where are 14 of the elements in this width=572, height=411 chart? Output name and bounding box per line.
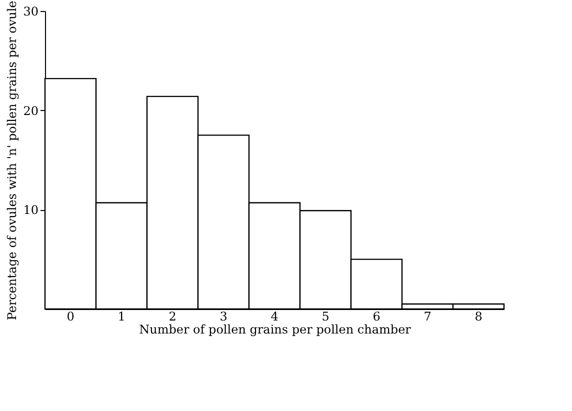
x-tick-label: 4 [270,310,279,324]
y-tick-label: 30 [23,4,38,18]
x-tick-label: 7 [424,310,432,324]
x-tick-label: 1 [118,310,126,324]
x-tick-label: 5 [322,310,330,324]
y-axis-title: Percentage of ovules with 'n' pollen grains per ovule [5,0,20,320]
x-tick-label: 0 [66,310,74,324]
x-tick-label: 2 [168,310,176,324]
x-tick-label: 3 [220,310,228,324]
y-tick-label: 20 [23,104,38,118]
x-tick-label: 8 [474,310,482,324]
x-tick-label: 6 [372,310,380,324]
x-axis-title: Number of pollen grains per pollen chamber [139,322,412,336]
y-tick-label: 10 [23,203,38,218]
